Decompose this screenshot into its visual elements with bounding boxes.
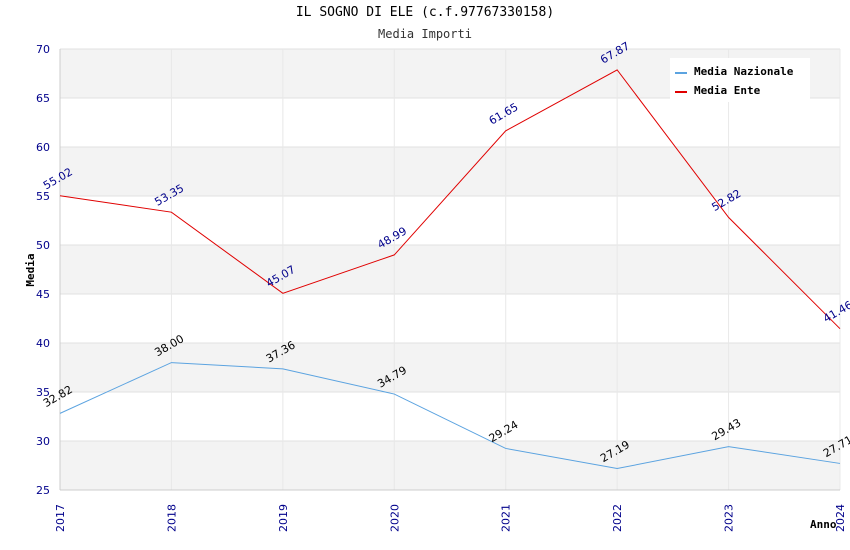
y-tick-label: 55 bbox=[36, 190, 50, 203]
grid-band bbox=[60, 441, 840, 490]
y-tick-label: 65 bbox=[36, 92, 50, 105]
legend: Media Nazionale Media Ente bbox=[670, 58, 810, 102]
x-axis-label: Anno bbox=[810, 518, 837, 531]
data-label-media-ente: 61.65 bbox=[487, 100, 521, 127]
x-tick-label: 2024 bbox=[834, 504, 847, 532]
data-label-media-nazionale: 29.43 bbox=[710, 416, 744, 443]
grid-bands bbox=[60, 49, 840, 490]
series-line-media-nazionale bbox=[59, 362, 841, 470]
y-tick-label: 35 bbox=[36, 386, 50, 399]
data-label-media-ente: 41.46 bbox=[821, 298, 850, 325]
x-tick-label: 2019 bbox=[277, 504, 290, 532]
y-tick-label: 70 bbox=[36, 43, 50, 56]
x-tick-labels: 2017 2018 2019 2020 2021 2022 2023 2024 bbox=[54, 504, 847, 532]
legend-label-media-ente: Media Ente bbox=[694, 84, 761, 97]
x-tick-label: 2018 bbox=[165, 504, 178, 532]
x-tick-label: 2023 bbox=[723, 504, 736, 532]
y-tick-label: 60 bbox=[36, 141, 50, 154]
series-line-media-ente bbox=[59, 69, 841, 330]
y-tick-label: 30 bbox=[36, 435, 50, 448]
chart-title: IL SOGNO DI ELE (c.f.97767330158) bbox=[295, 5, 555, 20]
y-tick-label: 50 bbox=[36, 239, 50, 252]
x-tick-label: 2017 bbox=[54, 504, 67, 532]
grid-band bbox=[60, 245, 840, 294]
x-tick-label: 2020 bbox=[388, 504, 401, 532]
y-axis-label: Media bbox=[24, 253, 37, 286]
y-tick-labels: 25 30 35 40 45 50 55 60 65 70 bbox=[36, 43, 50, 497]
grid-band bbox=[60, 343, 840, 392]
legend-box bbox=[670, 58, 810, 102]
y-tick-label: 45 bbox=[36, 288, 50, 301]
legend-label-media-nazionale: Media Nazionale bbox=[694, 65, 794, 78]
y-tick-label: 40 bbox=[36, 337, 50, 350]
x-tick-label: 2021 bbox=[500, 504, 513, 532]
y-tick-label: 25 bbox=[36, 484, 50, 497]
chart-subtitle: Media Importi bbox=[378, 27, 472, 41]
x-tick-label: 2022 bbox=[611, 504, 624, 532]
grid-band bbox=[60, 147, 840, 196]
